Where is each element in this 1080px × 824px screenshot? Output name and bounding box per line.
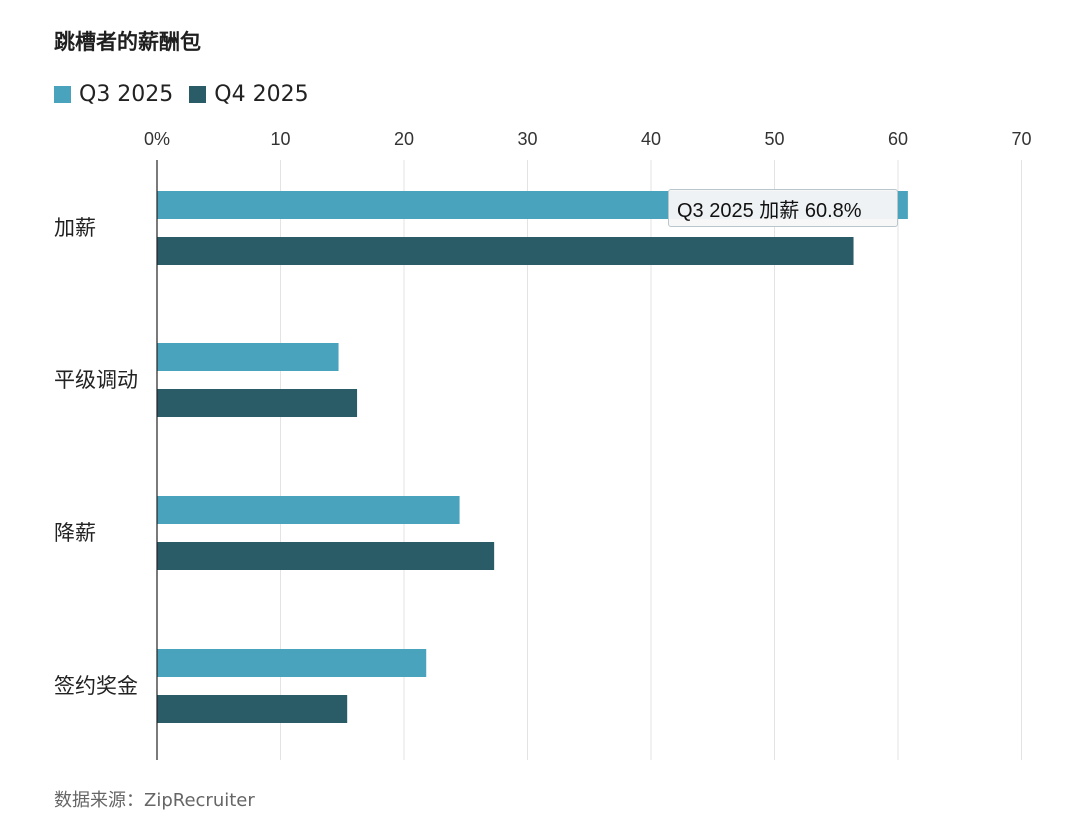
category-label: 平级调动: [54, 368, 138, 392]
x-tick-label: 30: [517, 129, 537, 149]
bar-q4[interactable]: [157, 389, 358, 417]
x-tick-label: 70: [1011, 129, 1031, 149]
x-tick-label: 50: [764, 129, 784, 149]
x-tick-label: 10: [270, 129, 290, 149]
bar-q4[interactable]: [157, 695, 348, 723]
tooltip-pointer: [898, 198, 907, 218]
legend-item-q3[interactable]: Q3 2025: [54, 82, 173, 107]
category-label: 加薪: [54, 216, 96, 240]
legend-swatch-q3: [54, 86, 71, 103]
legend-label-q3: Q3 2025: [79, 82, 174, 107]
bar-q3[interactable]: [157, 496, 460, 524]
category-label: 降薪: [54, 521, 96, 545]
legend: Q3 2025 Q4 2025: [54, 82, 309, 107]
x-tick-label: 20: [394, 129, 414, 149]
bar-q3[interactable]: [157, 343, 339, 371]
x-tick-label: 60: [888, 129, 908, 149]
tooltip: Q3 2025 加薪 60.8%: [668, 189, 898, 227]
bar-q3[interactable]: [157, 649, 427, 677]
bar-q4[interactable]: [157, 542, 495, 570]
legend-swatch-q4: [189, 86, 207, 103]
legend-item-q4[interactable]: Q4 2025: [189, 82, 309, 107]
bar-q4[interactable]: [157, 237, 854, 265]
source-note: 数据来源：ZipRecruiter: [54, 790, 255, 811]
legend-label-q4: Q4 2025: [214, 82, 309, 107]
category-label: 签约奖金: [54, 674, 138, 698]
chart-title: 跳槽者的薪酬包: [54, 30, 201, 54]
x-tick-label: 0%: [144, 129, 170, 149]
x-tick-label: 40: [641, 129, 661, 149]
